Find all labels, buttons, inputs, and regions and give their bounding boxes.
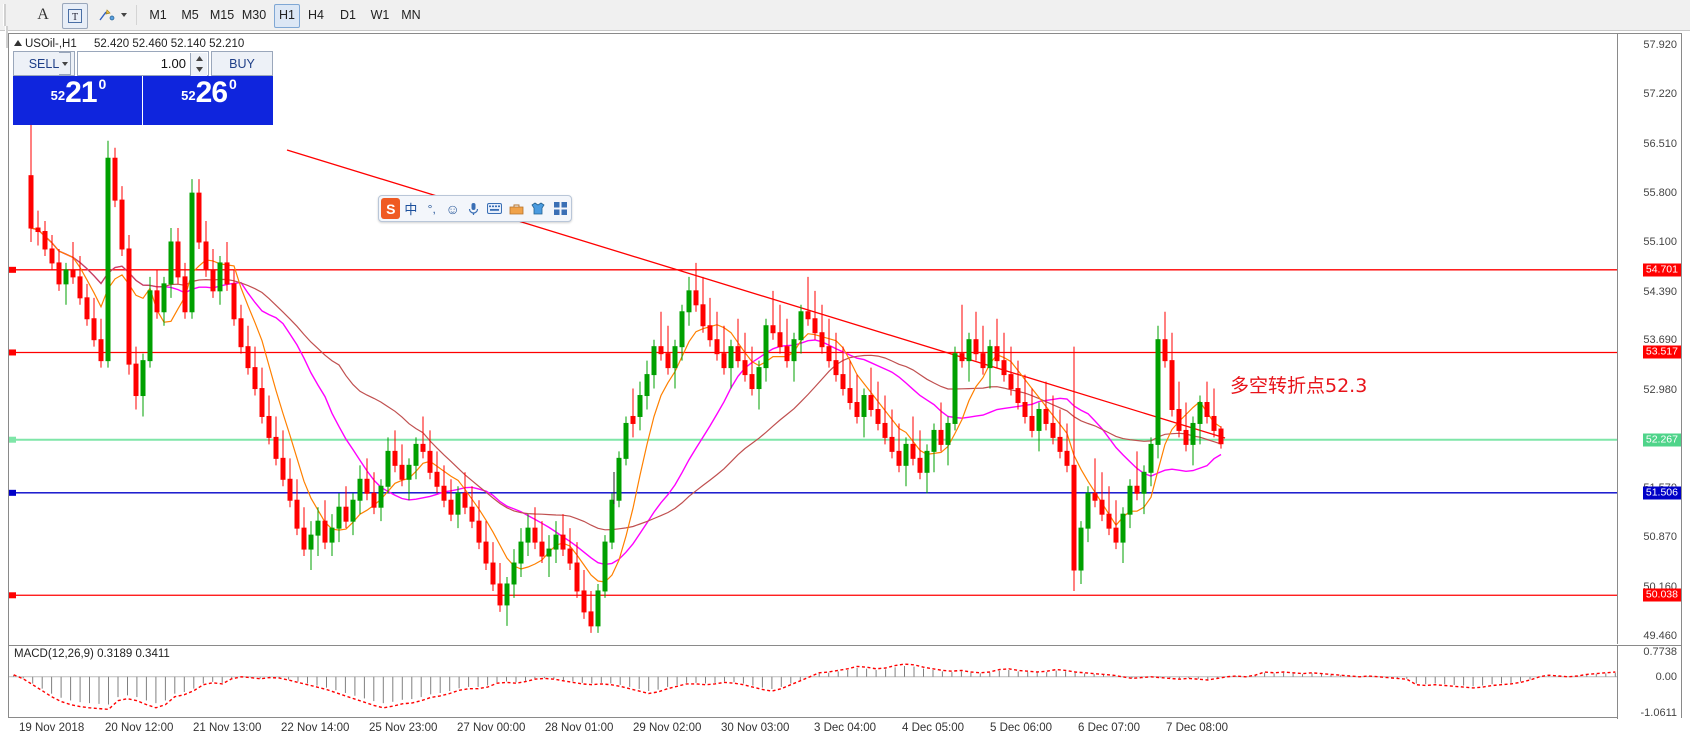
price-level-tag[interactable]: 51.506 xyxy=(1642,486,1681,500)
price-axis-tick: 55.800 xyxy=(1643,187,1677,200)
x-axis-tick: 5 Dec 06:00 xyxy=(990,722,1053,734)
price-pane[interactable]: 57.920 57.220 56.510 55.800 55.100 54.390 53.6… xyxy=(9,34,1681,644)
sogou-logo-icon[interactable]: S xyxy=(381,198,401,219)
x-axis-tick: 29 Nov 02:00 xyxy=(633,722,702,734)
x-axis-tick: 28 Nov 01:00 xyxy=(545,722,614,734)
price-axis-tick: 53.690 xyxy=(1643,334,1677,347)
timeframe-m30[interactable]: M30 xyxy=(241,8,267,22)
macd-axis-tick: 0.00 xyxy=(1655,670,1677,683)
text-tool-icon[interactable]: A xyxy=(37,6,49,23)
x-axis-tick: 7 Dec 08:00 xyxy=(1166,722,1229,734)
x-axis-tick: 22 Nov 14:00 xyxy=(281,722,350,734)
x-axis-tick: 30 Nov 03:00 xyxy=(721,722,790,734)
one-click-trading-panel[interactable]: SELL BUY 52 21 0 xyxy=(13,51,273,125)
buy-price-sup: 0 xyxy=(229,76,237,92)
volume-input[interactable] xyxy=(78,52,208,75)
price-chart-svg xyxy=(9,116,1620,633)
price-level-tag[interactable]: 53.517 xyxy=(1642,345,1681,359)
timeframe-w1[interactable]: W1 xyxy=(370,8,390,22)
macd-chart-svg xyxy=(9,663,1620,711)
price-axis-tick: 50.870 xyxy=(1643,531,1677,544)
sell-price-prefix: 52 xyxy=(50,88,66,103)
macd-axis-tick: -1.0611 xyxy=(1640,707,1678,719)
price-axis-tick: 57.220 xyxy=(1643,88,1677,101)
volume-down-icon[interactable] xyxy=(191,64,207,75)
timeframe-mn[interactable]: MN xyxy=(401,8,421,22)
price-level-tag[interactable]: 50.038 xyxy=(1642,588,1681,602)
price-level-tag[interactable]: 54.701 xyxy=(1642,263,1681,277)
ime-apps-icon[interactable] xyxy=(552,199,568,219)
chart-area[interactable]: 57.920 57.220 56.510 55.800 55.100 54.390 53.6… xyxy=(8,33,1682,719)
price-axis-tick: 49.460 xyxy=(1643,629,1677,642)
buy-price-display[interactable]: 52 26 0 xyxy=(143,76,273,125)
sell-price-sup: 0 xyxy=(98,76,107,92)
price-axis-tick: 54.390 xyxy=(1643,285,1677,298)
chart-symbol-title: USOil-,H1 52.420 52.460 52.140 52.210 xyxy=(14,38,244,50)
x-axis-tick: 25 Nov 23:00 xyxy=(369,722,438,734)
timeframe-m1[interactable]: M1 xyxy=(149,8,167,22)
timeframe-h1[interactable]: H1 xyxy=(274,4,300,28)
price-plot[interactable] xyxy=(9,34,1620,644)
ime-toolbox-icon[interactable] xyxy=(509,199,525,219)
drawing-tools-dropdown[interactable] xyxy=(118,3,130,27)
x-axis-tick: 19 Nov 2018 xyxy=(19,722,85,734)
toolbar-grip[interactable] xyxy=(3,4,9,48)
volume-up-icon[interactable] xyxy=(191,53,207,64)
ime-skin-icon[interactable] xyxy=(530,199,546,219)
volume-stepper[interactable] xyxy=(190,53,207,76)
ime-emoji-icon[interactable]: ☺ xyxy=(445,200,460,217)
macd-plot[interactable] xyxy=(9,646,1620,719)
buy-price-main: 26 xyxy=(195,76,228,109)
x-axis-tick: 6 Dec 07:00 xyxy=(1078,722,1141,734)
drawing-tools-icon[interactable] xyxy=(96,3,118,27)
chart-symbol-label: USOil-,H1 xyxy=(25,38,77,50)
x-axis-tick: 21 Nov 13:00 xyxy=(193,722,262,734)
macd-axis: 0.7738 0.00 -1.0611 xyxy=(1617,646,1681,719)
buy-price-prefix: 52 xyxy=(181,88,196,103)
macd-indicator-title: MACD(12,26,9) 0.3189 0.3411 xyxy=(14,648,170,660)
sell-price-main: 21 xyxy=(65,76,97,109)
buy-button[interactable]: BUY xyxy=(211,51,273,76)
timeframe-d1[interactable]: D1 xyxy=(340,8,356,22)
macd-pane[interactable]: 0.7738 0.00 -1.0611 xyxy=(9,645,1681,719)
timeframe-h4[interactable]: H4 xyxy=(308,8,324,22)
price-axis-tick: 55.100 xyxy=(1643,235,1677,248)
toolbar-separator xyxy=(136,5,137,25)
timeframe-m5[interactable]: M5 xyxy=(181,8,199,22)
chart-collapse-icon[interactable] xyxy=(14,40,22,46)
timeframe-m15[interactable]: M15 xyxy=(209,8,235,22)
x-axis-tick: 20 Nov 12:00 xyxy=(105,722,174,734)
volume-decrease-button[interactable] xyxy=(59,52,71,75)
x-axis-tick: 4 Dec 05:00 xyxy=(902,722,965,734)
price-axis[interactable]: 57.920 57.220 56.510 55.800 55.100 54.390 53.6… xyxy=(1617,34,1681,644)
volume-input-wrap[interactable] xyxy=(77,51,209,76)
sell-price-display[interactable]: 52 21 0 xyxy=(13,76,143,125)
ime-language-icon[interactable]: 中 xyxy=(404,202,418,217)
price-axis-tick: 56.510 xyxy=(1643,137,1677,150)
price-axis-tick: 57.920 xyxy=(1643,39,1677,52)
x-axis-tick: 27 Nov 00:00 xyxy=(457,722,526,734)
ime-punctuation-icon[interactable]: °, xyxy=(427,201,436,216)
svg-text:T: T xyxy=(72,12,78,23)
price-axis-tick: 52.980 xyxy=(1643,383,1677,396)
x-axis-tick: 3 Dec 04:00 xyxy=(814,722,877,734)
ime-keyboard-icon[interactable] xyxy=(487,199,503,219)
ime-voice-icon[interactable] xyxy=(466,199,481,219)
chart-ohlc-label: 52.420 52.460 52.140 52.210 xyxy=(93,38,245,50)
price-level-tag[interactable]: 52.267 xyxy=(1642,433,1681,447)
chart-annotation-text: 多空转折点52.3 xyxy=(1230,375,1368,397)
macd-axis-tick: 0.7738 xyxy=(1643,646,1677,658)
toolbar: A T M1 M5 M15 M30 H1 H4 D1 W1 MN xyxy=(0,0,1690,48)
ime-floating-toolbar[interactable]: S 中 °, ☺ xyxy=(378,195,572,222)
label-tool-icon[interactable]: T xyxy=(62,3,88,29)
